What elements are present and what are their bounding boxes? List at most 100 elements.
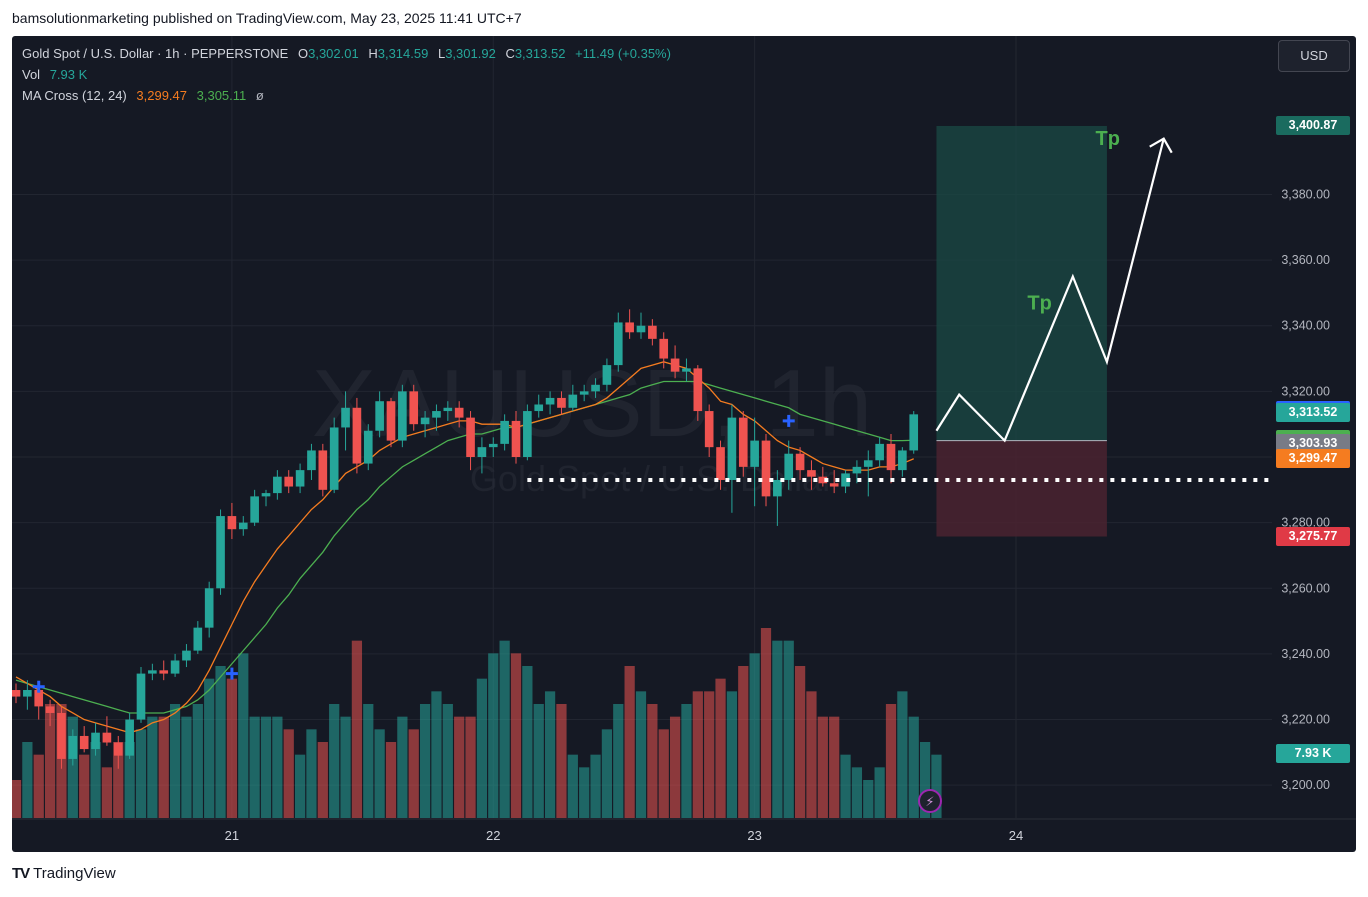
change-value: +11.49 (+0.35%) (575, 46, 671, 61)
candle-body (488, 443, 498, 448)
volume-bar (476, 678, 488, 818)
candle-body (363, 430, 373, 464)
candle-body (898, 450, 907, 471)
volume-bar (567, 754, 578, 818)
volume-bar (419, 704, 431, 818)
candle-body (170, 660, 180, 674)
price-label: 3,313.52 (1276, 402, 1350, 422)
chart-canvas[interactable]: XAUUSD, 1h Gold Spot / U.S. Dollar TpTp … (12, 36, 1356, 852)
y-tick-label: 3,380.00 (1281, 187, 1330, 201)
tradingview-logo[interactable]: TV TradingView (12, 865, 116, 882)
volume-bar (749, 653, 760, 818)
volume-legend[interactable]: Vol 7.93 K (22, 67, 93, 82)
volume-bar (113, 742, 124, 818)
volume-bar (692, 691, 703, 818)
candle-body (102, 732, 112, 743)
candle-body (329, 427, 339, 490)
volume-bar (863, 780, 874, 818)
alert-icon-group[interactable]: ⚡ (918, 789, 942, 813)
candle-body (454, 407, 464, 418)
volume-bar (272, 716, 283, 818)
volume-bar (590, 754, 601, 818)
candle-body (500, 420, 509, 444)
target-zone (936, 125, 1107, 441)
volume-bar (533, 704, 544, 818)
volume-bar (351, 640, 363, 818)
candle-body (420, 417, 430, 425)
candle-body (625, 322, 634, 333)
chart-panel[interactable]: XAUUSD, 1h Gold Spot / U.S. Dollar Tp Tp … (12, 36, 1356, 852)
ma-fast-value: 3,299.47 (136, 88, 187, 103)
volume-bar (44, 704, 56, 818)
x-tick-label: 24 (1009, 828, 1023, 843)
volume-bar (317, 742, 328, 818)
candle-body (659, 338, 669, 359)
lightning-icon[interactable] (918, 789, 942, 813)
volume-bar (147, 716, 158, 818)
candle-body (750, 440, 759, 467)
candle-body (409, 391, 419, 425)
projection-path (935, 138, 1165, 443)
vol-value: 7.93 K (49, 67, 88, 82)
y-tick-label: 3,340.00 (1281, 319, 1330, 333)
lightning-glyph: ⚡ (925, 794, 934, 809)
high-label: H (368, 46, 378, 61)
volume-bar (12, 780, 22, 818)
candle-body (773, 479, 782, 497)
close-label: C (505, 46, 515, 61)
volume-bar (465, 716, 476, 818)
ma-slow-value: 3,305.11 (196, 88, 247, 103)
volume-bar (33, 754, 44, 818)
candle-body (648, 325, 657, 339)
candle-body (216, 516, 225, 589)
volume-bar (726, 691, 738, 818)
candle-body (807, 470, 816, 477)
candle-body (818, 476, 828, 484)
low-value: 3,301.92 (445, 46, 496, 61)
candle-body (727, 417, 737, 480)
candle-body (136, 673, 146, 720)
candle-body (523, 411, 532, 457)
candle-body (511, 420, 521, 457)
volume-bar (647, 704, 658, 818)
ma-label: MA Cross (12, 24) (22, 88, 127, 103)
volume-bar (226, 678, 238, 818)
currency-button[interactable]: USD (1278, 40, 1350, 72)
volume-bar (169, 704, 181, 818)
volume-bar (329, 704, 340, 818)
candle-body (34, 690, 44, 707)
volume-bar (135, 729, 147, 818)
candle-body (829, 483, 839, 487)
ma-legend[interactable]: MA Cross (12, 24) 3,299.47 3,305.11 ø (22, 88, 270, 103)
symbol-title[interactable]: Gold Spot / U.S. Dollar · 1h · PEPPERSTO… (22, 46, 289, 61)
volume-bar (90, 742, 101, 818)
candle-body (704, 411, 714, 448)
low-label: L (437, 46, 446, 61)
publisher-line: bamsolutionmarketing published on Tradin… (12, 10, 522, 26)
candle-body (159, 670, 169, 674)
volume-bars (12, 628, 942, 818)
ma-slow-line (15, 380, 914, 714)
volume-bar (260, 716, 272, 818)
candle-body (443, 407, 453, 412)
volume-bar (215, 666, 226, 818)
candle-body (693, 368, 703, 412)
candle-body (204, 588, 214, 628)
projection-arrowhead (1149, 137, 1173, 154)
symbol-legend[interactable]: Gold Spot / U.S. Dollar · 1h · PEPPERSTO… (22, 46, 677, 61)
tp-annotation: Tp (1096, 128, 1120, 150)
candle-body (227, 516, 237, 530)
volume-bar (158, 716, 169, 818)
long-position-tool[interactable] (936, 125, 1107, 537)
volume-bar (124, 742, 135, 818)
user-drawings[interactable]: Tp Tp (527, 128, 1274, 482)
volume-bar (579, 767, 590, 818)
candle-body (886, 443, 896, 471)
volume-bar (22, 742, 33, 818)
price-label: 3,303.93 (1276, 434, 1350, 454)
candle-body (12, 690, 21, 697)
candle-body (23, 690, 32, 697)
volume-bar (454, 716, 465, 818)
ma-lines (15, 361, 914, 734)
volume-bar (397, 716, 408, 818)
